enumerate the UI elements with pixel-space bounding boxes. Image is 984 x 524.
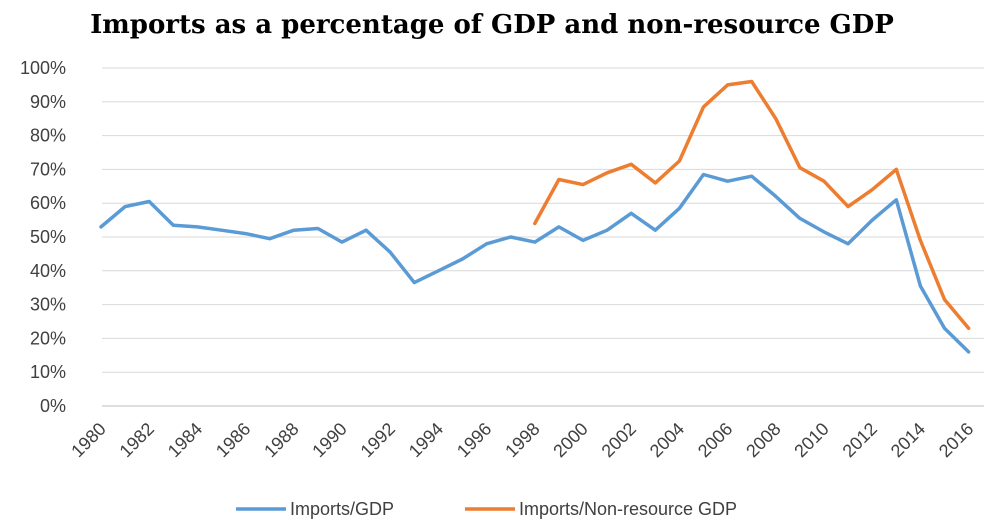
x-tick-label: 1998 — [501, 419, 543, 461]
y-tick-label: 0% — [40, 396, 66, 416]
y-tick-label: 100% — [20, 58, 66, 78]
y-tick-label: 40% — [30, 261, 66, 281]
x-tick-label: 1984 — [164, 419, 206, 461]
x-tick-label: 1982 — [116, 419, 158, 461]
y-tick-label: 90% — [30, 92, 66, 112]
x-tick-label: 2006 — [694, 419, 736, 461]
x-tick-label: 2010 — [790, 419, 832, 461]
legend-label: Imports/Non-resource GDP — [519, 499, 737, 519]
y-tick-label: 30% — [30, 295, 66, 315]
x-tick-label: 2016 — [935, 419, 977, 461]
chart-title: Imports as a percentage of GDP and non-r… — [90, 10, 894, 40]
legend-label: Imports/GDP — [290, 499, 394, 519]
x-tick-label: 1988 — [260, 419, 302, 461]
x-tick-label: 2002 — [598, 419, 640, 461]
x-tick-label: 2014 — [887, 419, 929, 461]
y-tick-label: 20% — [30, 328, 66, 348]
y-tick-label: 60% — [30, 193, 66, 213]
series-line-1 — [99, 172, 971, 354]
y-tick-label: 70% — [30, 159, 66, 179]
x-tick-label: 2000 — [549, 419, 591, 461]
y-tick-label: 80% — [30, 126, 66, 146]
x-tick-label: 1986 — [212, 419, 254, 461]
y-tick-label: 50% — [30, 227, 66, 247]
x-tick-label: 1994 — [405, 419, 447, 461]
x-tick-label: 2008 — [742, 419, 784, 461]
x-tick-label: 1980 — [67, 419, 109, 461]
x-tick-label: 2012 — [839, 419, 881, 461]
y-tick-label: 10% — [30, 362, 66, 382]
x-tick-label: 1990 — [308, 419, 350, 461]
x-tick-label: 1996 — [453, 419, 495, 461]
series-line-2 — [533, 79, 971, 331]
x-tick-label: 2004 — [646, 419, 688, 461]
x-tick-label: 1992 — [357, 419, 399, 461]
